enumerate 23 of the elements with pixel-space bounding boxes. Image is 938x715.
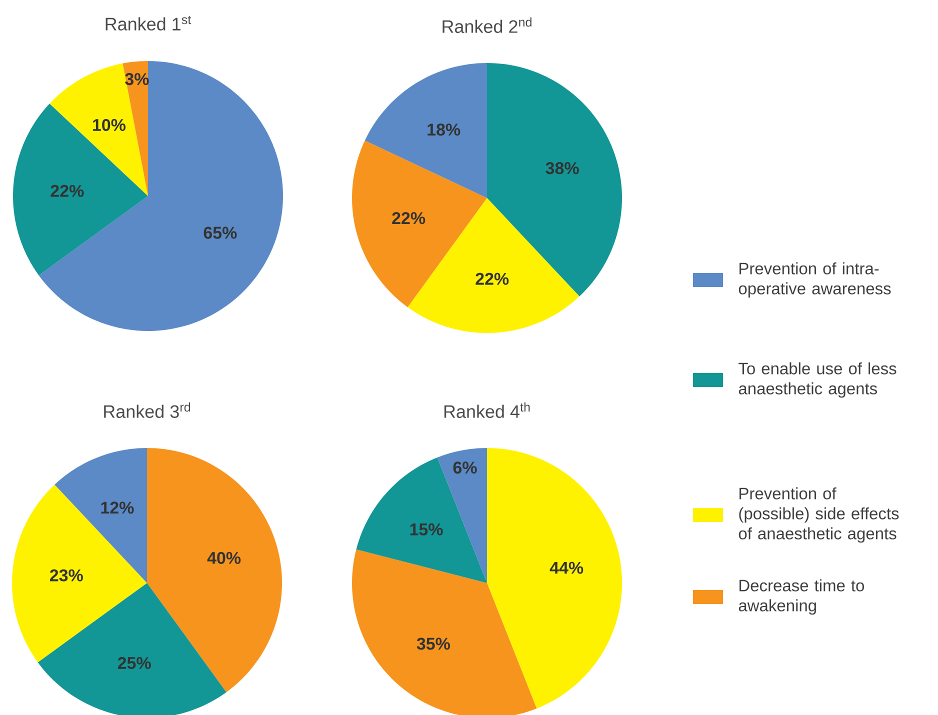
legend-label: Prevention of intra-operative awareness [738, 262, 891, 298]
data-label: 25% [118, 656, 151, 670]
data-label: 35% [416, 638, 450, 650]
data-label: 6% [453, 462, 477, 474]
legend-label: To enable use of less anaesthetic agents [738, 362, 896, 398]
data-label: 44% [550, 562, 584, 574]
legend-label: Decrease time to awakening [738, 579, 864, 615]
chart-title: Ranked 3$^{rd}$ [104, 402, 190, 418]
data-label: 10% [93, 118, 126, 132]
legend-label: Prevention of (possible) side effects of anaesthetic agents [738, 487, 899, 543]
chart-title: Ranked 1$^{st}$ [106, 16, 192, 30]
data-label: 15% [410, 523, 443, 536]
data-label: 12% [101, 502, 134, 514]
data-label: 22% [476, 272, 509, 285]
data-label: 38% [546, 162, 579, 174]
data-label: 18% [428, 124, 460, 136]
data-label: 65% [204, 226, 237, 239]
chart-title: Ranked 2$^{nd}$ [442, 17, 532, 33]
data-label: 22% [50, 184, 84, 197]
chart-title: Ranked 4$^{th}$ [444, 402, 530, 418]
data-label: 40% [207, 552, 241, 564]
data-label: 23% [50, 569, 83, 582]
data-label: 22% [392, 212, 426, 224]
